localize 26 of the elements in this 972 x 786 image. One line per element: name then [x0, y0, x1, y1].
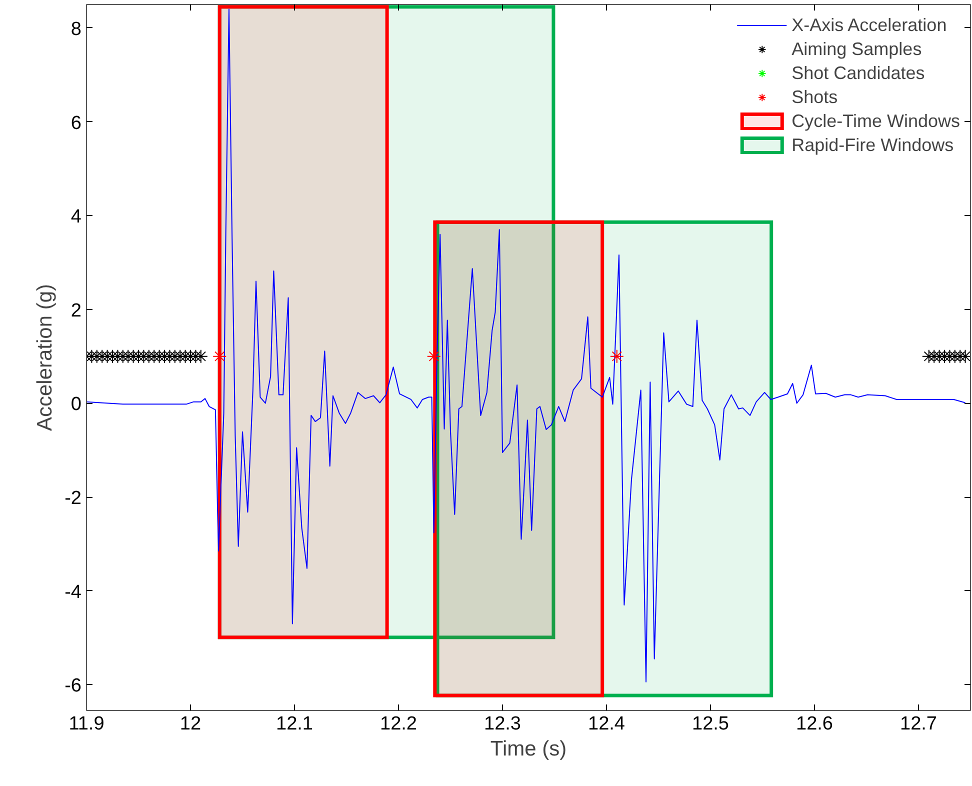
x-tick-label: 12.4: [588, 714, 626, 734]
line-series: [86, 8, 966, 682]
y-tick-label: -6: [64, 676, 82, 697]
y-tick-label: 8: [70, 18, 82, 40]
x-tick-label: 11.9: [68, 714, 104, 734]
x-tick-label: 12.6: [796, 714, 833, 734]
legend-label: Shot Candidates: [792, 62, 925, 84]
x-tick-label: 12.1: [276, 714, 313, 734]
legend-label: Rapid-Fire Windows: [792, 134, 954, 156]
x-tick-label: 12.3: [484, 714, 521, 734]
legend-label: Shots: [792, 86, 838, 108]
y-tick-label: -2: [64, 488, 82, 510]
y-tick-label: -4: [64, 582, 82, 603]
x-tick-label: 12.7: [900, 714, 937, 734]
x-tick-label: 12.2: [380, 714, 417, 734]
y-tick-label: 2: [70, 300, 82, 322]
y-tick-label: 4: [70, 206, 82, 228]
legend-label: Aiming Samples: [792, 38, 922, 60]
y-tick-label: 0: [70, 394, 82, 416]
x-tick-label: 12: [180, 714, 202, 734]
x-axis-title: Time (s): [490, 738, 567, 760]
legend-label: X-Axis Acceleration: [792, 14, 947, 36]
y-axis-title: Acceleration (g): [34, 284, 57, 432]
y-tick-label: 6: [70, 112, 82, 134]
legend-label: Cycle-Time Windows: [792, 110, 960, 132]
x-tick-label: 12.5: [692, 714, 729, 734]
